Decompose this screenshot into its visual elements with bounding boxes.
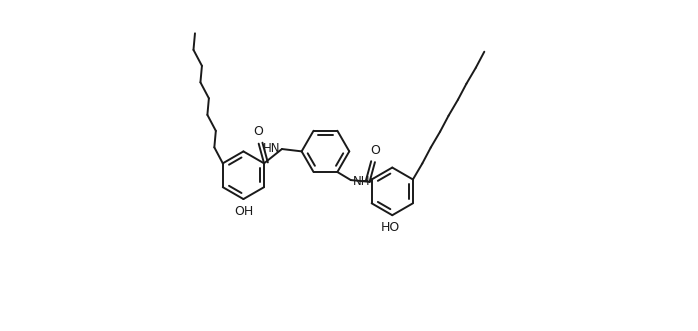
Text: O: O (370, 144, 380, 157)
Text: NH: NH (352, 174, 370, 187)
Text: HN: HN (262, 142, 280, 155)
Text: OH: OH (235, 205, 254, 218)
Text: HO: HO (380, 221, 399, 234)
Text: O: O (254, 125, 264, 138)
